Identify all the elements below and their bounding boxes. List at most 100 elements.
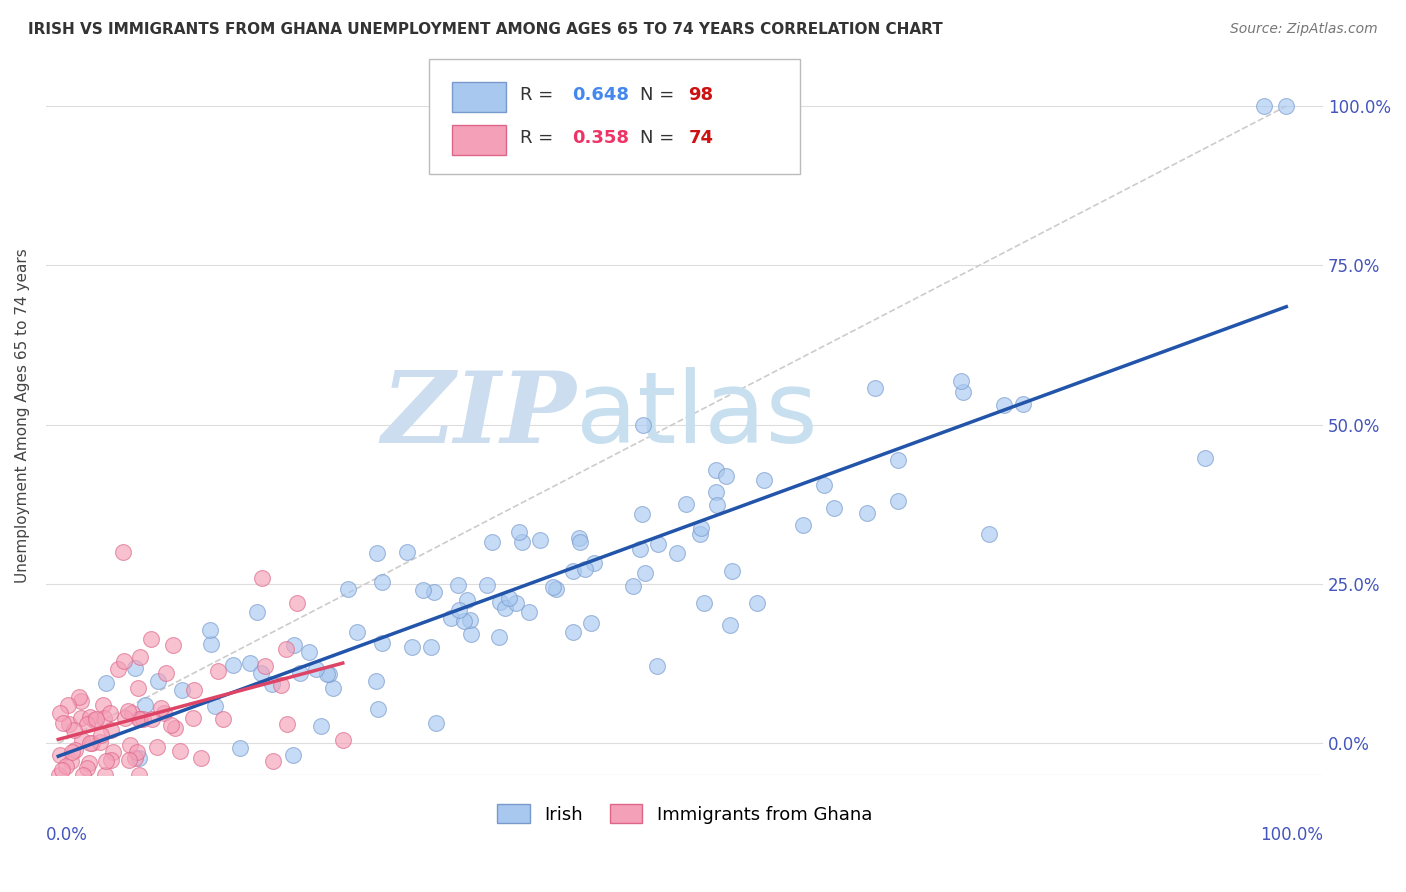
Point [720, 565, 742, 579]
Point [529, 533, 551, 547]
Point [94, 754, 117, 768]
Point [260, 677, 283, 691]
Point [322, 681, 344, 695]
Point [76, 716, 98, 731]
Point [276, 717, 298, 731]
Point [190, 751, 212, 765]
Point [1012, 397, 1035, 411]
Point [129, 712, 152, 726]
Text: R =: R = [520, 129, 558, 147]
Point [887, 453, 910, 467]
Text: 74: 74 [689, 129, 713, 147]
Point [63, 743, 86, 757]
Point [63, 723, 86, 737]
Point [887, 494, 910, 508]
Point [316, 666, 339, 681]
Text: 0.648: 0.648 [572, 86, 628, 103]
Point [621, 579, 644, 593]
Point [582, 556, 605, 570]
Text: Source: ZipAtlas.com: Source: ZipAtlas.com [1230, 22, 1378, 37]
Point [70, 711, 93, 725]
Point [114, 711, 136, 725]
Point [239, 656, 262, 670]
Point [98, 706, 121, 720]
Point [370, 575, 392, 590]
Point [396, 545, 419, 559]
Point [207, 664, 229, 678]
Point [283, 748, 305, 763]
Point [118, 739, 141, 753]
Point [420, 640, 443, 654]
Point [517, 605, 540, 619]
Point [124, 751, 146, 765]
Point [155, 665, 177, 680]
Point [631, 417, 654, 432]
Point [488, 630, 510, 644]
Point [298, 645, 321, 659]
Point [706, 498, 728, 512]
Point [574, 561, 596, 575]
Point [290, 665, 312, 680]
Point [401, 640, 423, 654]
Point [118, 753, 141, 767]
Point [346, 625, 368, 640]
Point [270, 678, 292, 692]
Point [148, 673, 170, 688]
Point [72, 768, 94, 782]
Point [94, 675, 117, 690]
Point [863, 381, 886, 395]
Point [561, 564, 583, 578]
Point [950, 374, 973, 388]
Point [510, 535, 533, 549]
Point [163, 721, 186, 735]
Point [83, 713, 105, 727]
Point [211, 712, 233, 726]
Point [204, 699, 226, 714]
Point [366, 674, 388, 689]
Point [544, 582, 567, 596]
Point [51, 763, 73, 777]
Point [128, 712, 150, 726]
Point [752, 473, 775, 487]
Point [689, 527, 711, 541]
Point [458, 613, 481, 627]
Point [647, 659, 669, 673]
Point [692, 596, 714, 610]
Point [337, 582, 360, 596]
Point [634, 566, 657, 581]
Text: 0.358: 0.358 [572, 129, 628, 147]
Point [128, 768, 150, 782]
Point [169, 744, 191, 758]
Point [198, 623, 221, 637]
Point [56, 698, 79, 712]
Point [366, 546, 388, 560]
Point [332, 733, 354, 747]
Text: 98: 98 [689, 86, 713, 103]
Text: R =: R = [520, 86, 558, 103]
Point [58, 716, 80, 731]
Point [631, 508, 654, 522]
Point [129, 649, 152, 664]
Point [100, 723, 122, 738]
Point [101, 745, 124, 759]
Text: ZIP: ZIP [381, 367, 576, 464]
Point [568, 534, 591, 549]
Point [181, 711, 204, 725]
Point [422, 584, 444, 599]
Point [170, 683, 193, 698]
Point [489, 595, 512, 609]
Point [89, 735, 111, 749]
Point [305, 662, 328, 676]
Point [60, 754, 83, 768]
Point [90, 728, 112, 742]
Point [146, 739, 169, 754]
FancyBboxPatch shape [429, 59, 800, 174]
Point [117, 704, 139, 718]
FancyBboxPatch shape [453, 125, 506, 155]
Point [94, 768, 117, 782]
Text: 100.0%: 100.0% [1260, 826, 1323, 844]
Point [977, 527, 1000, 541]
Point [675, 497, 697, 511]
Point [425, 715, 447, 730]
Text: N =: N = [640, 86, 681, 103]
